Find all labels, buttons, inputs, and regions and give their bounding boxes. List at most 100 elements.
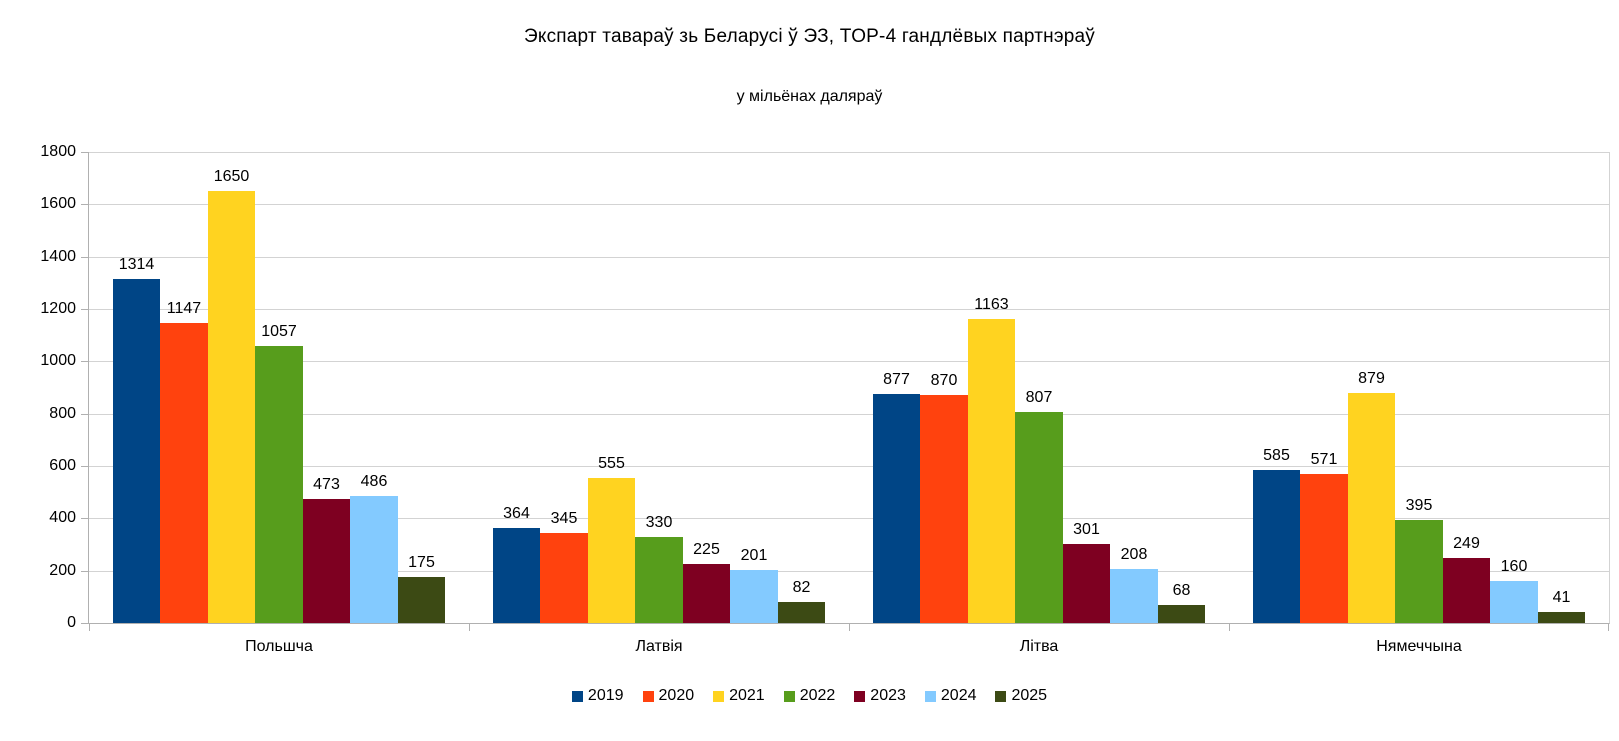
legend-label: 2024 xyxy=(940,687,977,704)
bar-value-label: 879 xyxy=(1358,369,1385,387)
bar-value-label: 225 xyxy=(693,541,720,559)
y-axis-tick-label: 1200 xyxy=(40,300,76,317)
legend-item: 2022 xyxy=(783,687,835,705)
bar xyxy=(207,191,256,623)
bar-value-label: 1057 xyxy=(261,323,297,341)
bar xyxy=(920,395,968,623)
bar-value-label: 585 xyxy=(1263,446,1290,464)
bar xyxy=(730,570,778,623)
bar-value-label: 473 xyxy=(313,476,340,494)
x-axis-tick xyxy=(849,623,850,631)
y-axis-tick-label: 1400 xyxy=(40,247,76,265)
y-axis-tick xyxy=(81,256,89,258)
bar xyxy=(1442,557,1491,623)
bar xyxy=(255,346,303,623)
legend: 2019 2020 2021 2022 2023 2024 2025 xyxy=(0,687,1619,705)
bar-value-label: 208 xyxy=(1120,545,1148,563)
legend-label: 2019 xyxy=(587,687,624,704)
gridline xyxy=(89,413,1609,415)
gridline xyxy=(89,204,1609,206)
bar-value-label: 364 xyxy=(503,504,530,522)
chart-title: Экспарт тавараў зь Беларусі ў ЭЗ, TOP-4 … xyxy=(524,26,1095,47)
y-axis-tick xyxy=(81,361,89,363)
legend-color-chip xyxy=(995,690,1007,702)
x-axis-tick xyxy=(469,623,470,631)
bar xyxy=(540,532,588,623)
bar-value-label: 301 xyxy=(1073,521,1100,539)
plot-area: 0 200 400 600 800 1000 1200 1400 1600 1800 Польшча… xyxy=(40,143,1610,655)
bar-value-label: 1650 xyxy=(213,168,250,186)
bar-value-label: 1147 xyxy=(166,299,202,317)
legend-item: 2019 xyxy=(571,687,624,705)
bar xyxy=(1395,519,1443,623)
y-axis-tick-label: 1800 xyxy=(40,143,76,160)
gridline xyxy=(89,309,1609,310)
gridline xyxy=(89,361,1609,363)
y-axis-tick-label: 400 xyxy=(49,509,76,527)
bar xyxy=(350,495,398,623)
y-axis-tick-label: 600 xyxy=(49,457,76,474)
legend-color-chip xyxy=(713,690,725,702)
x-axis-tick xyxy=(1608,623,1609,631)
legend-item: 2020 xyxy=(642,687,695,705)
bar-value-label: 249 xyxy=(1453,534,1480,552)
bar-value-label: 870 xyxy=(930,372,958,390)
bar-value-label: 395 xyxy=(1405,496,1433,514)
bar xyxy=(872,393,921,623)
bar-value-label: 1163 xyxy=(974,295,1009,313)
y-axis-tick xyxy=(81,518,89,520)
legend-item: 2025 xyxy=(995,687,1047,705)
bar xyxy=(777,601,826,623)
chart-subtitle: у мільёнах даляраў xyxy=(736,88,883,105)
bar xyxy=(1015,411,1063,623)
y-axis-tick xyxy=(81,309,89,310)
bar xyxy=(1347,392,1396,623)
legend-color-chip xyxy=(854,690,866,702)
y-axis-tick xyxy=(81,466,89,467)
category-label: Літва xyxy=(1019,638,1059,655)
legend-label: 2023 xyxy=(870,687,906,704)
bar xyxy=(302,499,351,623)
y-axis-tick-label: 200 xyxy=(49,561,76,579)
y-axis-tick-label: 1000 xyxy=(40,352,76,370)
bar-value-label: 330 xyxy=(645,513,673,531)
bar-value-label: 201 xyxy=(740,547,768,565)
category-label: Нямеччына xyxy=(1376,638,1462,655)
bar-value-label: 877 xyxy=(883,370,910,388)
y-axis-tick-label: 0 xyxy=(67,614,76,631)
legend-color-chip xyxy=(783,690,795,702)
legend-color-chip xyxy=(571,690,583,702)
y-axis-tick xyxy=(81,204,89,206)
bar xyxy=(682,564,731,623)
bar-value-label: 41 xyxy=(1552,589,1571,607)
bar-value-label: 160 xyxy=(1500,558,1528,576)
bar xyxy=(635,536,683,623)
gridline xyxy=(89,152,1609,153)
y-axis-tick xyxy=(81,152,89,153)
bar-value-label: 1314 xyxy=(118,256,155,274)
category-label: Польшча xyxy=(245,638,313,655)
bar xyxy=(1062,544,1111,623)
gridline xyxy=(89,518,1609,520)
y-axis-tick-label: 1600 xyxy=(40,195,76,213)
bar-value-label: 68 xyxy=(1172,582,1191,600)
bar-value-label: 175 xyxy=(408,554,435,572)
bar xyxy=(1490,581,1538,623)
legend-label: 2021 xyxy=(729,687,765,704)
legend-color-chip xyxy=(642,690,654,702)
bar xyxy=(587,477,636,623)
bar xyxy=(160,322,208,623)
y-axis-tick xyxy=(81,623,89,624)
x-axis-tick xyxy=(1229,623,1230,631)
bar-value-label: 807 xyxy=(1025,388,1053,406)
legend-label: 2020 xyxy=(658,687,695,704)
gridline xyxy=(89,466,1609,467)
bar xyxy=(112,279,161,623)
y-axis-tick-label: 800 xyxy=(49,404,76,422)
y-axis-tick xyxy=(81,570,89,572)
category-label: Латвія xyxy=(635,638,683,655)
gridline xyxy=(89,570,1609,572)
bar-value-label: 571 xyxy=(1310,450,1338,468)
bar xyxy=(492,527,541,623)
bar xyxy=(397,577,446,623)
